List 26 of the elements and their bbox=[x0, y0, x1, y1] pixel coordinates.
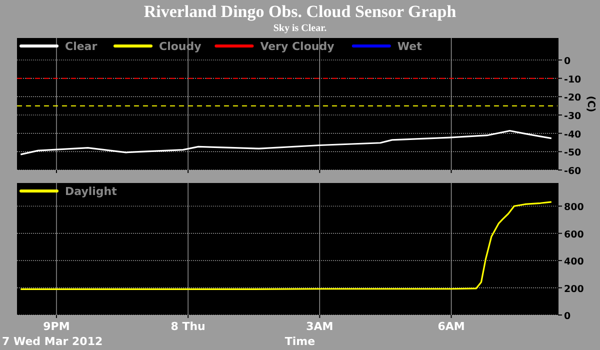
text: 7 Wed Mar 2012 bbox=[2, 335, 103, 348]
x-axis-title: Time bbox=[284, 335, 316, 348]
line-series bbox=[20, 201, 552, 290]
x-tick-label: 3AM bbox=[306, 320, 334, 333]
x-tick-label: 6AM bbox=[438, 320, 465, 333]
chart-title: Riverland Dingo Obs. Cloud Sensor Graph bbox=[144, 2, 457, 21]
y-tick-label: -20 bbox=[564, 92, 582, 104]
y-tick-label: -10 bbox=[564, 74, 582, 86]
x-tick-label: 8 Thu bbox=[170, 320, 206, 333]
legend-label: Clear bbox=[65, 40, 98, 53]
y-axis-title: (C) bbox=[585, 96, 596, 112]
y-tick-label: 800 bbox=[564, 202, 584, 214]
legend-label: Wet bbox=[397, 40, 422, 53]
y-tick-label: -60 bbox=[564, 166, 582, 177]
y-tick-label: 400 bbox=[564, 256, 584, 268]
legend-label: Daylight bbox=[65, 185, 117, 198]
y-tick-label: 0 bbox=[564, 311, 571, 322]
x-tick-label: 9PM bbox=[43, 320, 70, 333]
chart-subtitle: Sky is Clear. bbox=[273, 23, 328, 34]
line-series bbox=[20, 130, 552, 156]
y-tick-label: -50 bbox=[564, 148, 582, 159]
y-tick-label: -30 bbox=[564, 111, 582, 122]
y-tick-label: 0 bbox=[564, 56, 571, 67]
y-tick-label: 600 bbox=[564, 229, 584, 240]
y-tick-label: 200 bbox=[564, 284, 584, 295]
y-tick-label: -40 bbox=[564, 129, 582, 140]
